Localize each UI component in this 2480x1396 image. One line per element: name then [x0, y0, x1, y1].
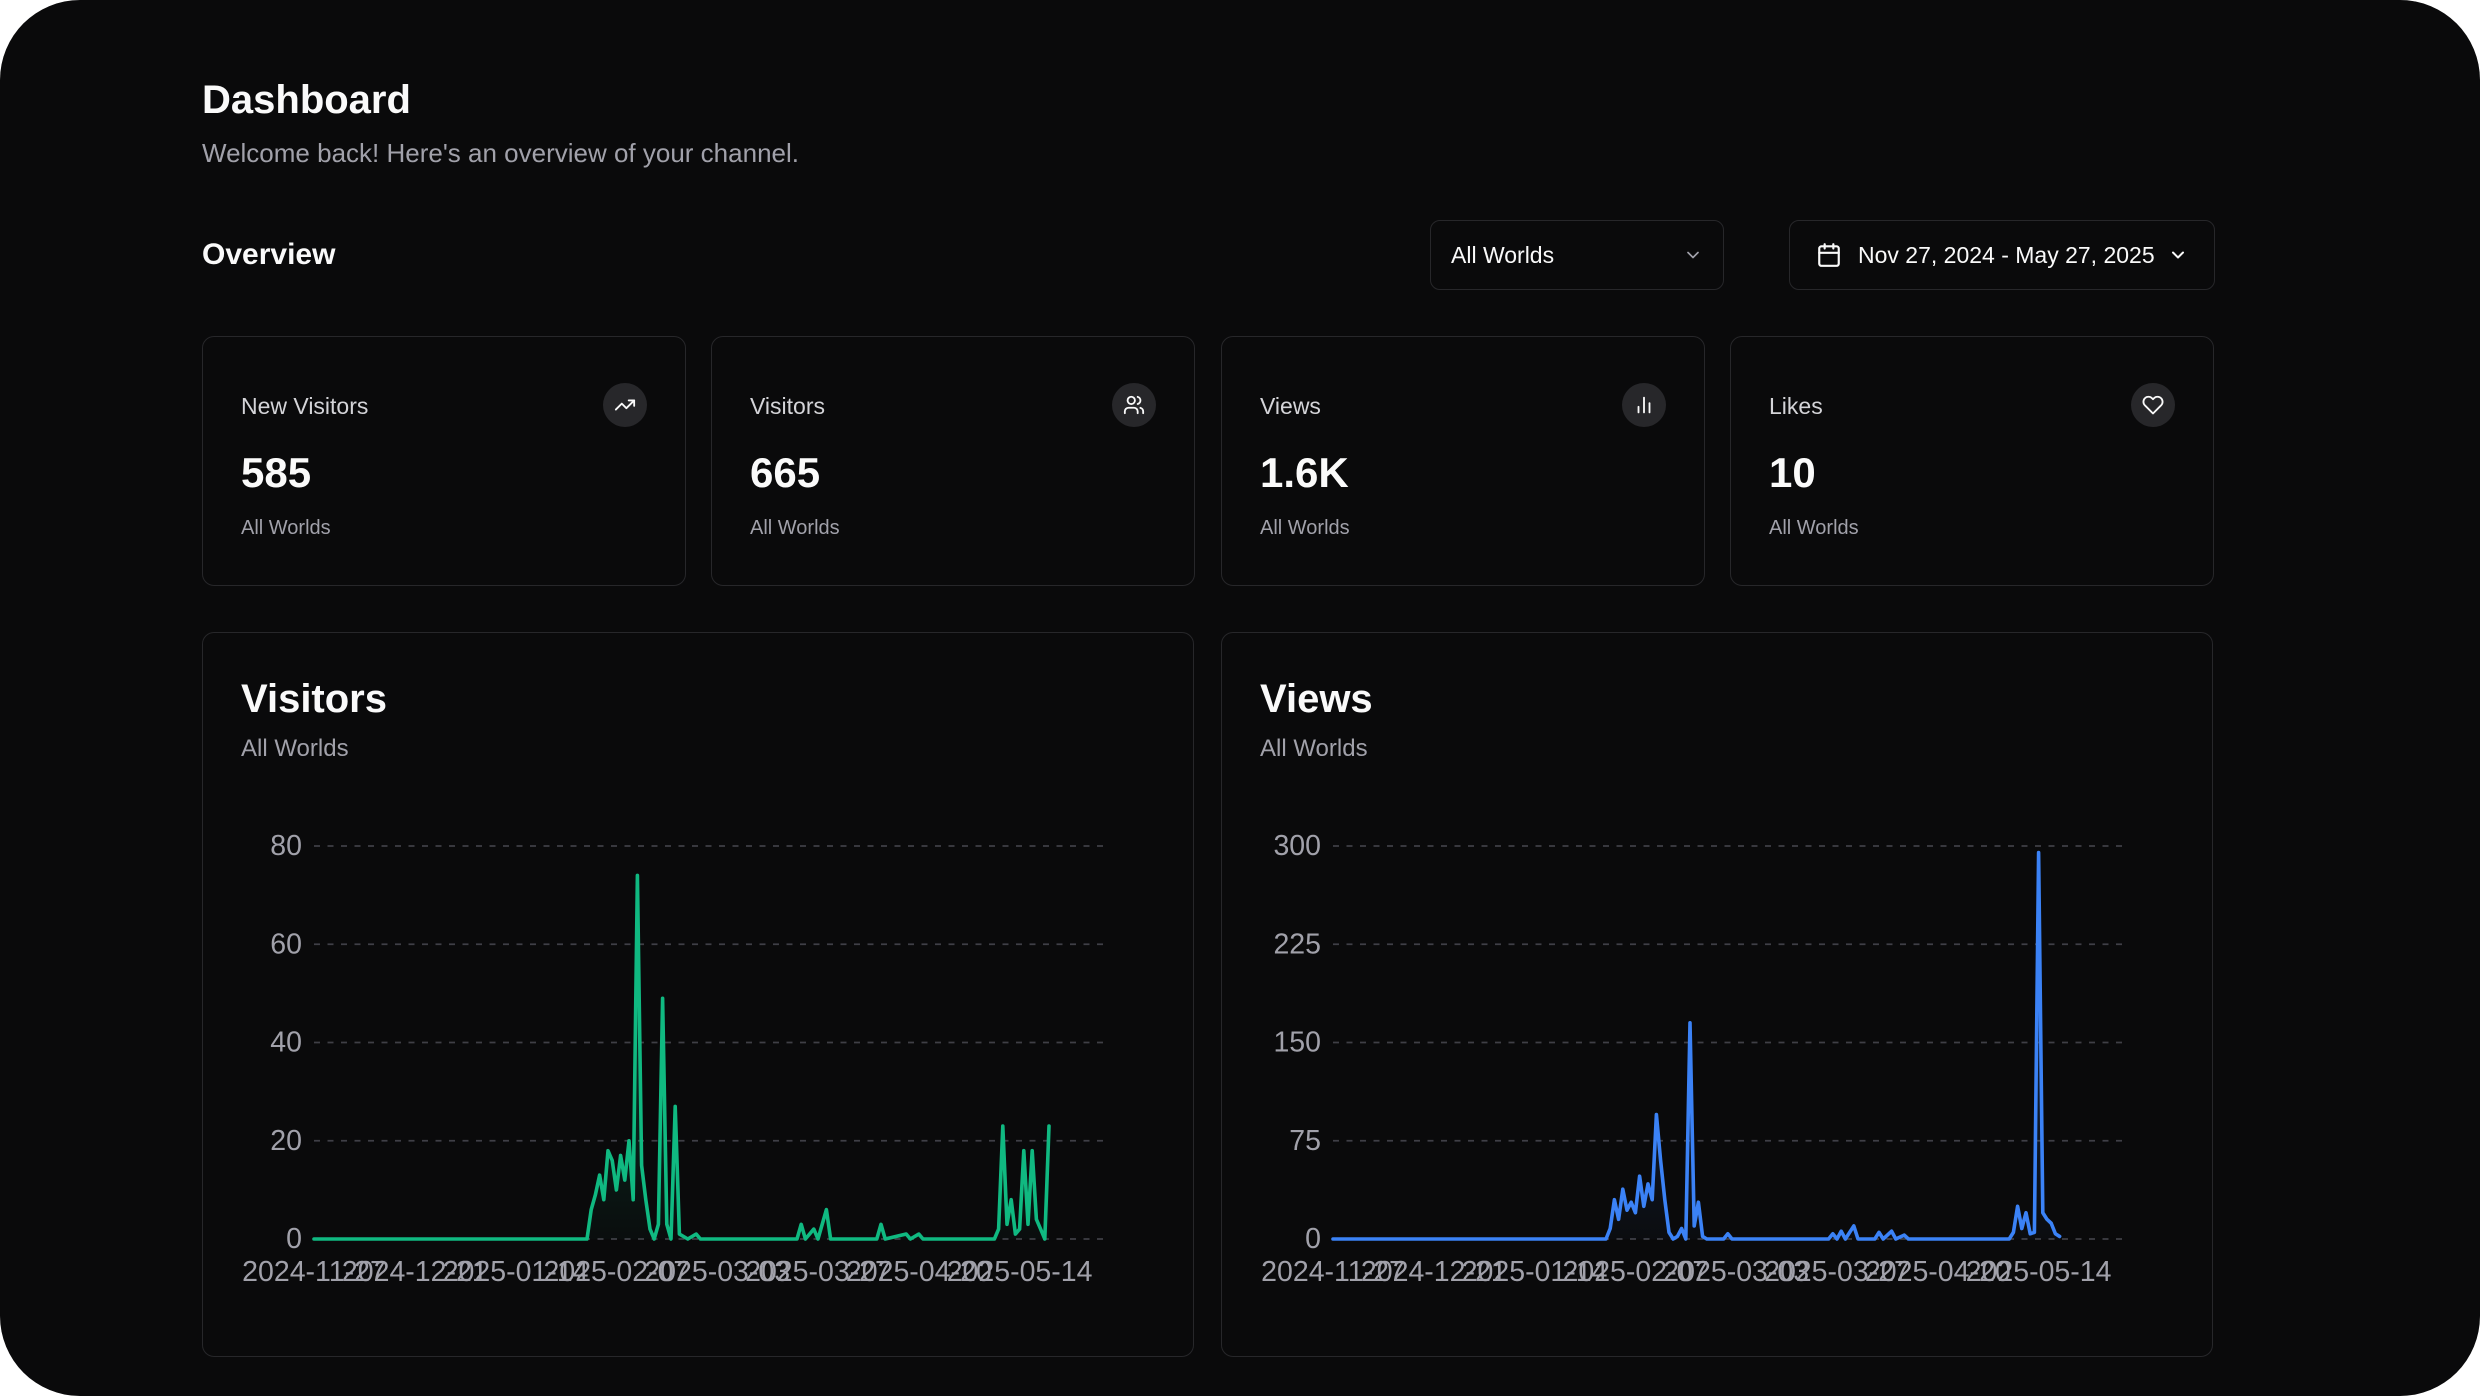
page-title: Dashboard — [202, 78, 411, 122]
x-tick-label: 2024-11-27 — [242, 1256, 386, 1288]
x-tick-label: 2025-04-20 — [846, 1256, 992, 1288]
chevron-down-icon — [1683, 245, 1703, 265]
stat-value: 665 — [750, 449, 821, 496]
y-tick-label: 0 — [1305, 1223, 1321, 1255]
y-tick-label: 40 — [270, 1027, 302, 1059]
x-tick-label: 2024-12-21 — [1361, 1256, 1507, 1288]
series-area — [1333, 852, 2060, 1239]
x-tick-label: 2024-11-27 — [1261, 1256, 1405, 1288]
stat-card-visitors: Visitors 665 All Worlds — [711, 336, 1195, 586]
chart-title: Views — [1260, 677, 1373, 721]
x-tick-label: 2025-05-14 — [1966, 1256, 2112, 1288]
chart-title: Visitors — [241, 677, 387, 721]
chevron-down-icon — [2168, 245, 2188, 265]
x-tick-label: 2025-04-20 — [1865, 1256, 2011, 1288]
world-select[interactable]: All Worlds — [1430, 220, 1724, 290]
stat-label: New Visitors — [241, 393, 369, 419]
x-tick-label: 2025-03-27 — [1764, 1256, 1910, 1288]
x-tick-label: 2025-05-14 — [947, 1256, 1093, 1288]
page-subtitle: Welcome back! Here's an overview of your… — [202, 138, 799, 168]
y-tick-label: 75 — [1289, 1125, 1321, 1157]
stat-card-views: Views 1.6K All Worlds — [1221, 336, 1705, 586]
calendar-icon — [1816, 242, 1842, 268]
y-tick-label: 225 — [1273, 928, 1321, 960]
stat-scope: All Worlds — [241, 517, 331, 539]
views-chart-card: Views All Worlds 0 75 150 225 300 2024-11-27 2… — [1221, 632, 2213, 1357]
y-tick-label: 80 — [270, 830, 302, 862]
stat-scope: All Worlds — [1260, 517, 1350, 539]
x-tick-label: 2025-02-07 — [544, 1256, 690, 1288]
y-tick-label: 150 — [1273, 1027, 1321, 1059]
world-select-value: All Worlds — [1451, 241, 1555, 268]
series-area — [314, 875, 1049, 1239]
x-tick-label: 2025-03-03 — [644, 1256, 790, 1288]
stat-card-new-visitors: New Visitors 585 All Worlds — [202, 336, 686, 586]
date-range-picker[interactable]: Nov 27, 2024 - May 27, 2025 — [1789, 220, 2215, 290]
stat-label: Views — [1260, 393, 1321, 419]
date-range-value: Nov 27, 2024 - May 27, 2025 — [1858, 241, 2155, 268]
users-icon — [1112, 383, 1156, 427]
series-line — [312, 873, 1051, 1241]
x-tick-label: 2025-03-03 — [1663, 1256, 1809, 1288]
bar-chart-icon — [1622, 383, 1666, 427]
chart-subtitle: All Worlds — [241, 735, 349, 762]
x-tick-label: 2025-01-14 — [443, 1256, 589, 1288]
stat-label: Visitors — [750, 393, 825, 419]
stat-scope: All Worlds — [750, 517, 840, 539]
chart-subtitle: All Worlds — [1260, 735, 1368, 762]
y-tick-label: 0 — [286, 1223, 302, 1255]
stat-label: Likes — [1769, 393, 1823, 419]
stat-value: 1.6K — [1260, 449, 1349, 496]
stat-scope: All Worlds — [1769, 517, 1859, 539]
y-tick-label: 300 — [1273, 830, 1321, 862]
stat-value: 585 — [241, 449, 312, 496]
overview-heading: Overview — [202, 238, 336, 271]
y-tick-label: 60 — [270, 928, 302, 960]
trending-up-icon — [603, 383, 647, 427]
visitors-chart-card: Visitors All Worlds 0 20 40 60 80 2024-11-27 2… — [202, 632, 1194, 1357]
views-chart: 0 75 150 225 300 2024-11-272024-12-212025-01-… — [1261, 830, 2122, 1288]
x-tick-label: 2025-03-27 — [745, 1256, 891, 1288]
x-tick-label: 2025-01-14 — [1462, 1256, 1608, 1288]
y-tick-label: 20 — [270, 1125, 302, 1157]
x-tick-label: 2025-02-07 — [1563, 1256, 1709, 1288]
visitors-chart: 0204060802024-11-272024-12-212025-01-142… — [242, 830, 1103, 1288]
stat-value: 10 — [1769, 449, 1816, 496]
series-line — [1331, 850, 2062, 1241]
stat-card-likes: Likes 10 All Worlds — [1730, 336, 2214, 586]
heart-icon — [2131, 383, 2175, 427]
x-tick-label: 2024-12-21 — [342, 1256, 488, 1288]
